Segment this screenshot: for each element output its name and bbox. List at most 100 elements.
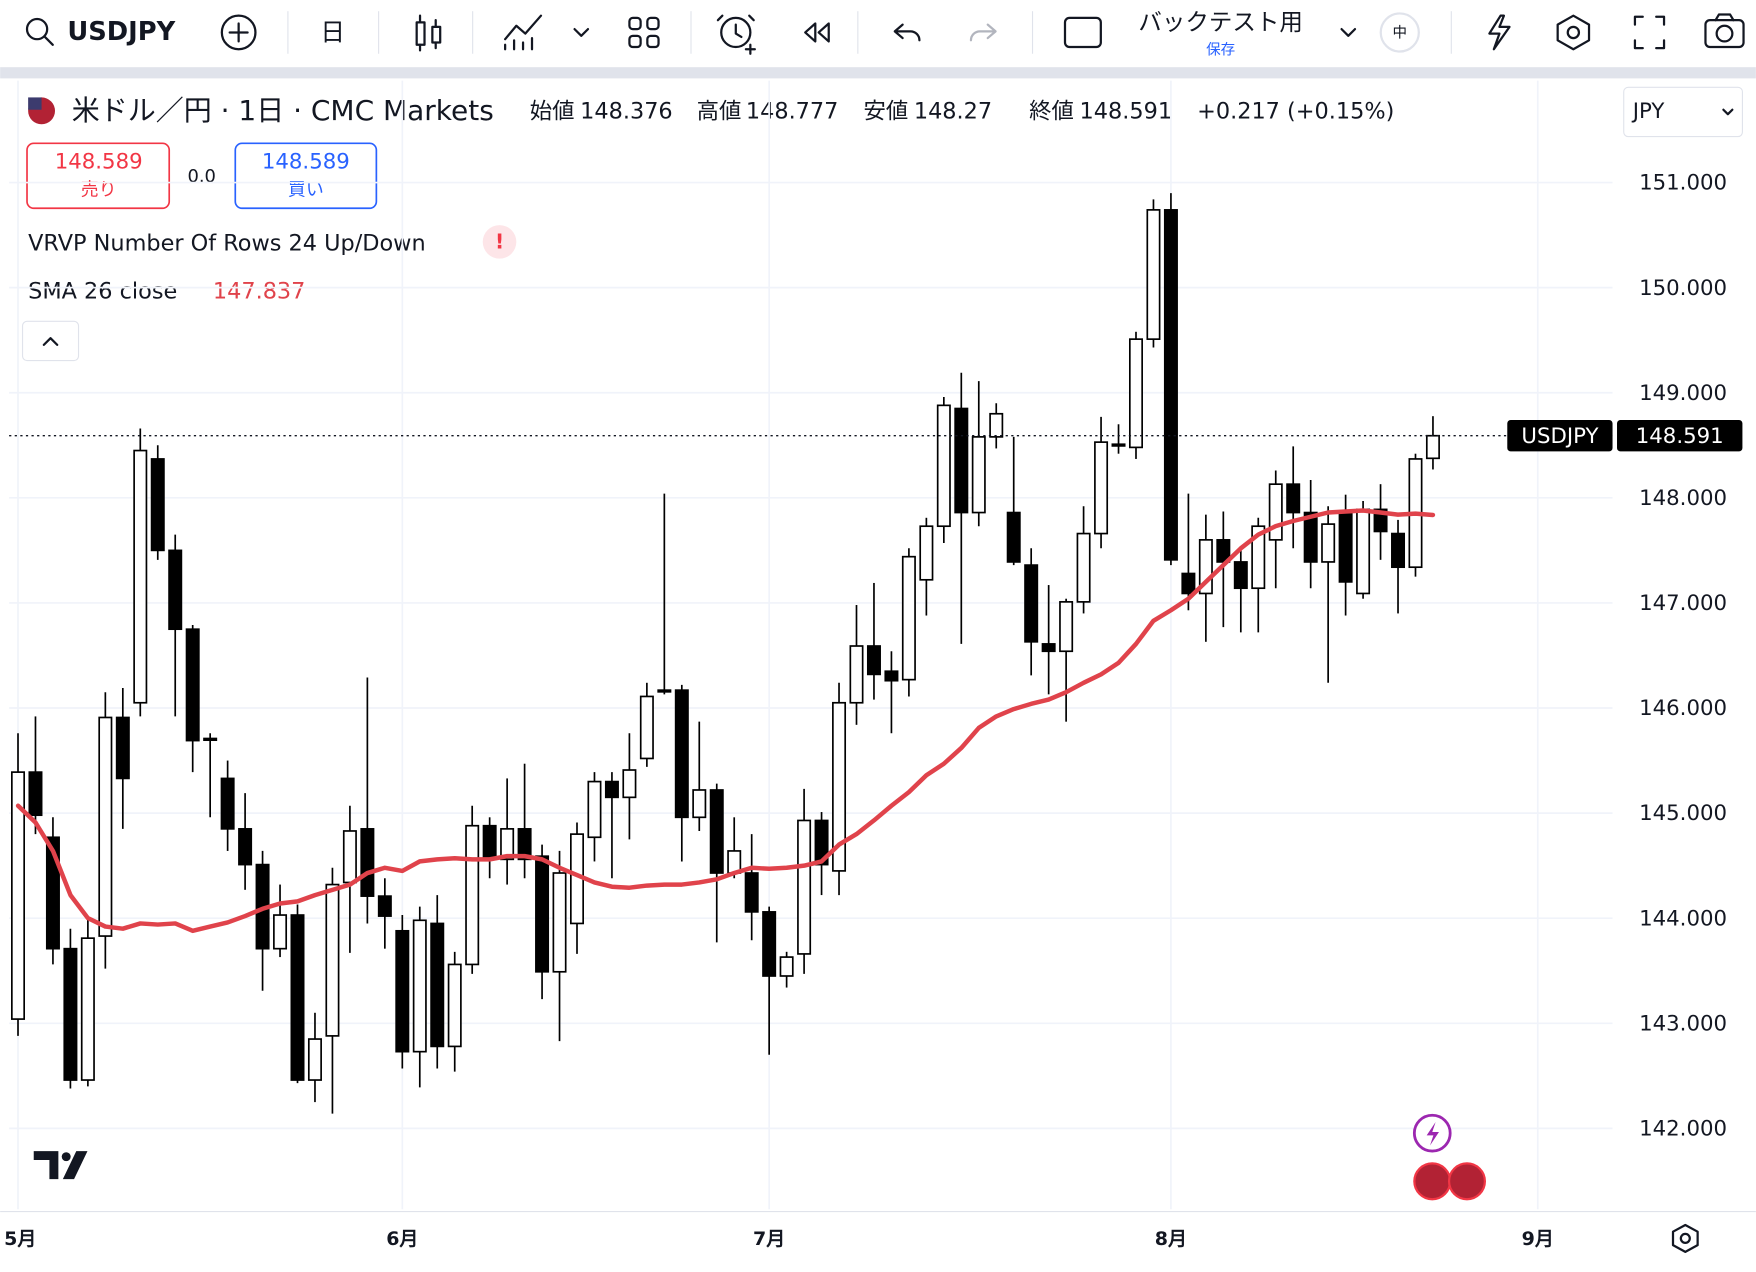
candle-body (657, 689, 672, 693)
quick-search-icon[interactable] (1488, 14, 1511, 51)
candle-body (779, 956, 794, 977)
language-button[interactable] (1379, 12, 1420, 53)
axis-settings[interactable] (1671, 1223, 1699, 1253)
candle-body (360, 828, 375, 897)
interval[interactable]: 日 (320, 18, 345, 47)
candle-body (535, 855, 550, 973)
alert-icon[interactable] (716, 14, 756, 55)
layout-name[interactable]: バックテスト用 (1138, 8, 1303, 36)
candle-body (133, 449, 148, 704)
candle-body (762, 911, 777, 977)
fullscreen-icon[interactable] (1633, 15, 1666, 50)
candle-body (395, 929, 410, 1053)
candle-body (587, 780, 602, 839)
candle-body (604, 780, 619, 799)
collapse-button[interactable] (21, 320, 80, 362)
symbol-label-box (1507, 420, 1613, 452)
x-tick-label: 8月 (1155, 1228, 1187, 1250)
layout-icon[interactable] (628, 16, 660, 49)
y-tick-label: 146.000 (1639, 696, 1727, 721)
settings-icon[interactable] (1556, 14, 1591, 51)
ohlc-label: 終値 (1029, 98, 1074, 124)
chevron[interactable] (1340, 27, 1357, 37)
candle-body (412, 919, 427, 1053)
candle-body (552, 872, 567, 973)
candle-body (919, 525, 934, 581)
candle-body (500, 828, 515, 861)
replay-icon[interactable] (804, 22, 830, 43)
candle-body (98, 716, 113, 937)
search-icon[interactable] (25, 17, 49, 41)
logo[interactable] (33, 1151, 88, 1180)
ohlc-label: 高値 (697, 98, 742, 124)
chart-title: 米ドル／円 · 1日 · CMC Markets (72, 94, 494, 127)
x-tick-label: 5月 (4, 1228, 36, 1250)
undo-icon[interactable] (893, 23, 921, 42)
candle-body (1024, 564, 1039, 643)
candle-body (307, 1038, 322, 1081)
candle-body (849, 645, 864, 704)
candle-body (238, 828, 253, 866)
candle-body (1041, 643, 1056, 653)
candle-body (1094, 441, 1109, 535)
candle-body (430, 922, 445, 1048)
indicator-vrvp[interactable]: VRVP Number Of Rows 24 Up/Down (28, 231, 426, 257)
layout-save-icon[interactable] (1063, 16, 1102, 49)
plot: 142.000 143.000 144.000 145.000 146.000 147.0… (4, 80, 1743, 1250)
candle-body (1111, 443, 1126, 447)
chart-type-icon[interactable] (415, 14, 442, 52)
candle-body (1286, 483, 1301, 514)
candle-body (832, 701, 847, 872)
flag-canton (28, 97, 42, 110)
event-icon-bolt (1426, 1121, 1439, 1146)
candle-body (674, 689, 689, 819)
candle-body (1338, 511, 1353, 583)
candle-body (447, 963, 462, 1048)
candle-body (1303, 511, 1318, 563)
ohlc-value: 148.777 (746, 98, 839, 124)
buy-button[interactable] (234, 142, 378, 210)
candle-body (814, 819, 829, 866)
candle-body (954, 407, 969, 514)
warning-badge[interactable] (482, 225, 517, 259)
candle-body (1356, 508, 1371, 595)
y-tick-label: 151.000 (1639, 171, 1727, 196)
warning: ! (495, 229, 504, 253)
candle-body (1216, 539, 1231, 563)
currency-select[interactable] (1623, 86, 1743, 138)
add-symbol[interactable] (220, 14, 257, 51)
indicators-icon[interactable] (504, 14, 543, 51)
toolbar: USDJPY 日 バックテスト用 保存 中 (25, 8, 1745, 58)
redo-icon[interactable] (969, 23, 997, 42)
y-tick-label: 150.000 (1639, 276, 1727, 301)
candle-body (1128, 338, 1143, 449)
last-price-label: 148.591 (1636, 424, 1724, 449)
sell-button[interactable] (26, 142, 171, 210)
candle-body (168, 549, 183, 631)
chevron (1722, 108, 1734, 116)
settings-icon-center (1566, 25, 1581, 40)
candle-body (1076, 532, 1091, 603)
candle-body (63, 947, 78, 1081)
indicator-sma-value: 147.837 (213, 279, 306, 305)
y-tick-label: 148.000 (1639, 486, 1727, 511)
economic-event[interactable] (1413, 1162, 1452, 1201)
candle-body (45, 836, 60, 950)
candle-body (1059, 601, 1074, 653)
indicator-sma[interactable]: SMA 26 close (28, 279, 177, 305)
last-price-box (1617, 420, 1743, 452)
candle-body (150, 458, 165, 552)
candle-body (290, 914, 305, 1081)
candle-body (185, 628, 200, 742)
collapse-icon (42, 337, 59, 346)
x-tick-label: 7月 (753, 1228, 785, 1250)
toolbar-divider (0, 67, 1756, 79)
screenshot-icon[interactable] (1704, 13, 1745, 49)
change: +0.217 (+0.15%) (1197, 98, 1394, 124)
candle-body (465, 824, 480, 966)
chevron[interactable] (573, 27, 590, 37)
y-tick-label: 142.000 (1639, 1116, 1727, 1141)
economic-event[interactable] (1447, 1162, 1487, 1201)
candle-body (325, 883, 340, 1037)
symbol[interactable]: USDJPY (67, 17, 175, 47)
